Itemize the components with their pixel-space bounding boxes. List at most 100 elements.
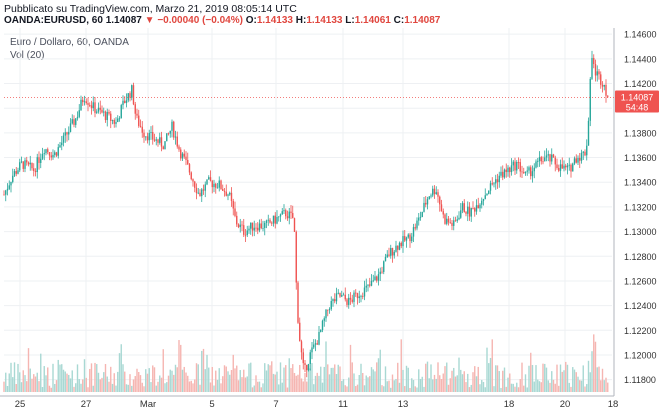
candle-body [302, 352, 304, 364]
candle-body [271, 222, 273, 224]
candle-body [435, 192, 437, 195]
volume-bar [479, 384, 481, 392]
volume-bar [68, 374, 70, 392]
volume-bar [383, 386, 385, 392]
candle-body [209, 177, 212, 181]
volume-bar [540, 382, 542, 392]
candle-body [547, 154, 549, 156]
candle-body [255, 227, 257, 229]
volume-bar [108, 381, 110, 392]
volume-bar [512, 383, 514, 392]
y-tick-label: 1.14400 [624, 54, 657, 64]
candle-body [192, 179, 194, 182]
volume-bar [199, 384, 201, 392]
candle-body [164, 141, 166, 150]
candle-body [122, 100, 124, 106]
volume-bar [545, 367, 548, 392]
volume-bar [87, 387, 89, 392]
volume-bar [465, 382, 467, 392]
volume-bar [341, 380, 343, 392]
volume-bar [384, 366, 387, 392]
candle-body [537, 161, 539, 162]
volume-bar [159, 375, 161, 392]
x-tick-label: 11 [338, 399, 348, 410]
volume-bar [274, 374, 276, 392]
volume-bar [561, 371, 563, 392]
candle-body [24, 160, 26, 169]
candle-body [460, 210, 462, 218]
volume-bar [453, 367, 455, 392]
candle-body [335, 293, 338, 302]
candle-body [374, 276, 376, 281]
candle-body [183, 153, 185, 157]
volume-bar [15, 384, 17, 392]
candle-body [174, 136, 177, 138]
high-value: 1.14133 [306, 15, 343, 26]
volume-bar [26, 381, 28, 392]
candle-body [342, 294, 345, 296]
candle-body [544, 157, 546, 162]
volume-bar [376, 362, 378, 392]
candle-body [59, 145, 61, 148]
volume-bar [111, 383, 114, 392]
volume-bar [432, 379, 434, 392]
open-value: 1.14133 [256, 15, 293, 26]
volume-bar [390, 387, 392, 392]
candle-body [318, 331, 320, 345]
candle-body [278, 216, 280, 218]
candle-body [552, 154, 555, 158]
candle-body [467, 206, 469, 214]
candle-body [204, 184, 206, 191]
volume-bar [225, 366, 227, 392]
x-tick-label: Mar [140, 399, 156, 410]
volume-bar [138, 372, 140, 392]
volume-bar [103, 372, 105, 392]
volume-bar [78, 379, 80, 392]
volume-bar [262, 383, 264, 392]
volume-bar [587, 360, 590, 392]
candle-body [523, 172, 525, 174]
volume-bar [489, 357, 492, 392]
candle-body [554, 157, 556, 165]
volume-bar [223, 365, 226, 392]
volume-bar [425, 363, 427, 392]
volume-bar [211, 366, 213, 392]
volume-bar [404, 386, 406, 392]
published-caption: Pubblicato su TradingView.com, Marzo 21,… [4, 3, 297, 15]
volume-bar [38, 381, 40, 392]
low-value: 1.14061 [354, 15, 391, 26]
y-tick-label: 1.11800 [624, 375, 656, 385]
candle-body [283, 210, 285, 212]
volume-bar [83, 359, 86, 392]
volume-bar [594, 341, 597, 392]
candle-body [38, 157, 40, 163]
candle-body [64, 132, 66, 136]
volume-bar [241, 377, 243, 392]
volume-bar [379, 349, 381, 392]
volume-bar [444, 366, 446, 392]
volume-bar [334, 364, 336, 392]
volume-bar [169, 369, 171, 392]
candle-body [559, 164, 562, 171]
candle-body [111, 120, 114, 121]
candle-body [22, 161, 24, 169]
volume-bar [218, 368, 220, 392]
volume-bar [528, 365, 530, 392]
candle-body [285, 210, 287, 217]
volume-bar [320, 366, 322, 392]
volume-bar [426, 361, 429, 392]
volume-bar [342, 379, 345, 392]
volume-bar [579, 380, 581, 392]
volume-bar [106, 376, 108, 392]
volume-bar [407, 367, 409, 392]
candle-body [353, 292, 355, 302]
candle-body [479, 204, 481, 209]
volume-bar [496, 365, 499, 392]
candle-body [481, 200, 483, 205]
candle-body [31, 162, 33, 169]
volume-bar [593, 334, 595, 392]
candle-body [197, 192, 199, 194]
volume-bar [150, 382, 152, 392]
volume-bar [526, 387, 528, 392]
